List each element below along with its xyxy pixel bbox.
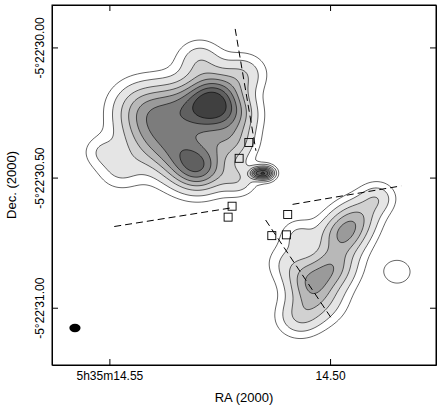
axis-line <box>53 365 437 366</box>
tick <box>109 5 110 11</box>
marker <box>268 232 276 240</box>
tick: -5°22'30.00 <box>33 17 58 78</box>
contour-level <box>180 88 268 176</box>
cone-edge <box>235 29 256 151</box>
tick-mark <box>52 308 58 309</box>
contour-level <box>96 48 389 331</box>
frame <box>52 5 436 365</box>
marker <box>282 231 290 239</box>
tick-label: 5h35m14.55 <box>77 369 144 383</box>
cone-edge <box>293 186 402 204</box>
tick-mark <box>109 359 110 365</box>
tick-mark <box>430 47 436 48</box>
tick <box>330 5 331 11</box>
tick: 14.50 <box>316 359 346 383</box>
y-axis-title: Dec. (2000) <box>4 151 19 219</box>
tick-mark <box>430 308 436 309</box>
y-axis: -5°22'30.00 -5°22'30.50 -5°22'31.00 <box>33 6 58 366</box>
tick <box>430 308 436 309</box>
marker <box>284 211 292 219</box>
tick-mark <box>52 178 58 179</box>
contour-level <box>86 40 410 338</box>
contour-level <box>129 73 364 310</box>
x-axis-title: RA (2000) <box>215 390 274 405</box>
x-axis: 5h35m14.55 14.50 <box>53 359 437 383</box>
cone-edge <box>266 220 332 319</box>
tick-mark <box>330 5 331 11</box>
tick: -5°22'30.50 <box>33 147 58 208</box>
beam <box>69 324 80 332</box>
tick-label: 14.50 <box>316 369 346 383</box>
tick <box>430 178 436 179</box>
axis-line <box>436 6 437 366</box>
marker <box>245 138 253 146</box>
y-axis-right <box>430 6 437 366</box>
marker <box>224 213 232 221</box>
plot-area <box>69 29 410 339</box>
tick-label: -5°22'30.50 <box>33 147 47 208</box>
chart: 5h35m14.5514.50-5°22'30.00-5°22'30.50-5°… <box>0 0 442 410</box>
axis-line <box>52 6 53 366</box>
tick-label: -5°22'30.00 <box>33 17 47 78</box>
marker <box>228 202 236 210</box>
tick-mark <box>430 178 436 179</box>
tick: 5h35m14.55 <box>77 359 144 383</box>
contour-level <box>193 92 265 174</box>
tick: -5°22'31.00 <box>33 277 58 338</box>
marker <box>235 154 243 162</box>
tick-mark <box>52 47 58 48</box>
tick-mark <box>109 5 110 11</box>
contour-level <box>121 60 379 323</box>
cone-edge <box>114 208 230 226</box>
contour-level <box>146 84 269 178</box>
contour-level <box>136 79 355 294</box>
tick <box>430 47 436 48</box>
x-axis-top <box>53 5 437 11</box>
tick-mark <box>330 359 331 365</box>
tick-label: -5°22'31.00 <box>33 277 47 338</box>
